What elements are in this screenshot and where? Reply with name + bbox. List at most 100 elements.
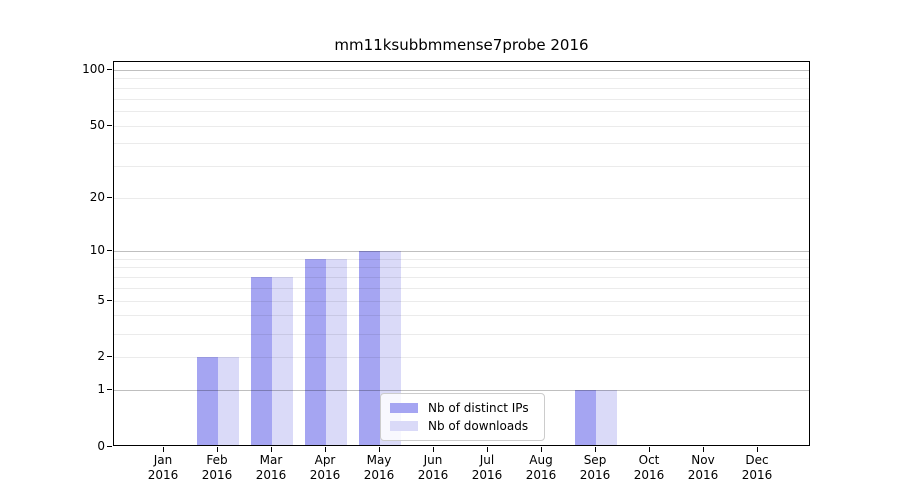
x-tick-mark-sep	[595, 447, 596, 452]
x-tick-month: Jun	[423, 453, 443, 467]
chart-title: mm11ksubbmmense7probe 2016	[334, 36, 589, 54]
x-tick-year: 2016	[687, 468, 719, 482]
legend-item-distinct-ips: Nb of distinct IPs	[390, 401, 535, 415]
x-tick-label-oct: Oct 2016	[617, 453, 681, 483]
gridline-major-10	[114, 250, 809, 252]
legend-swatch-downloads	[390, 421, 418, 431]
x-tick-year: 2016	[363, 468, 395, 482]
y-tick-label-10: 10	[89, 242, 105, 257]
plot-area	[113, 61, 810, 446]
x-tick-label-jan: Jan 2016	[131, 453, 195, 483]
x-tick-mark-jul	[487, 447, 488, 452]
legend-item-downloads: Nb of downloads	[390, 419, 535, 433]
bar-downloads-sep	[596, 390, 617, 445]
x-tick-month: Mar	[259, 453, 283, 467]
gridline-minor-5	[114, 300, 809, 302]
gridline-minor-6	[114, 287, 809, 289]
x-tick-mark-feb	[217, 447, 218, 452]
x-tick-month: Aug	[529, 453, 553, 467]
x-tick-label-feb: Feb 2016	[185, 453, 249, 483]
x-tick-mark-mar	[271, 447, 272, 452]
bar-distinct-ips-may	[359, 250, 380, 445]
x-tick-mark-apr	[325, 447, 326, 452]
x-tick-mark-aug	[541, 447, 542, 452]
x-tick-year: 2016	[633, 468, 665, 482]
x-tick-year: 2016	[255, 468, 287, 482]
x-tick-label-mar: Mar 2016	[239, 453, 303, 483]
bar-distinct-ips-mar	[251, 277, 272, 445]
x-tick-month: Feb	[206, 453, 228, 467]
x-tick-month: Jan	[153, 453, 173, 467]
gridline-minor-7	[114, 277, 809, 278]
legend: Nb of distinct IPs Nb of downloads	[380, 393, 545, 441]
x-tick-label-aug: Aug 2016	[509, 453, 573, 483]
y-tick-mark-5	[107, 299, 112, 301]
y-tick-label-0: 0	[97, 439, 105, 453]
x-tick-mark-oct	[649, 447, 650, 452]
x-tick-month: Oct	[638, 453, 660, 467]
x-tick-year: 2016	[417, 468, 449, 482]
y-tick-label-50: 50	[89, 117, 105, 132]
x-tick-year: 2016	[201, 468, 233, 482]
y-tick-mark-100	[107, 68, 112, 70]
x-tick-year: 2016	[741, 468, 773, 482]
x-tick-label-nov: Nov 2016	[671, 453, 735, 483]
x-tick-month: Jul	[479, 453, 495, 467]
gridline-minor-60	[114, 110, 809, 112]
x-tick-label-may: May 2016	[347, 453, 411, 483]
x-tick-label-jul: Jul 2016	[455, 453, 519, 483]
gridline-minor-4	[114, 315, 809, 317]
x-tick-year: 2016	[147, 468, 179, 482]
legend-label-downloads: Nb of downloads	[428, 419, 529, 433]
legend-label-distinct-ips: Nb of distinct IPs	[428, 401, 529, 415]
x-tick-label-apr: Apr 2016	[293, 453, 357, 483]
y-axis: 0 1 2 5 10 20 50 100	[0, 61, 105, 452]
legend-swatch-distinct-ips	[390, 403, 418, 413]
y-tick-mark-1	[107, 389, 112, 391]
gridline-minor-80	[114, 87, 809, 89]
y-tick-mark-2	[107, 356, 112, 358]
x-tick-mark-jan	[163, 447, 164, 452]
x-tick-mark-may	[379, 447, 380, 452]
x-tick-month: May	[366, 453, 392, 467]
gridline-major-100	[114, 69, 809, 71]
x-tick-month: Apr	[314, 453, 336, 467]
gridline-minor-3	[114, 333, 809, 335]
y-tick-mark-0	[107, 446, 112, 447]
y-tick-label-20: 20	[89, 190, 105, 205]
gridline-minor-50	[114, 125, 809, 127]
bar-downloads-mar	[272, 277, 293, 445]
x-tick-year: 2016	[579, 468, 611, 482]
x-tick-year: 2016	[525, 468, 557, 482]
bar-distinct-ips-apr	[305, 258, 326, 445]
x-tick-label-sep: Sep 2016	[563, 453, 627, 483]
x-tick-label-jun: Jun 2016	[401, 453, 465, 483]
x-tick-label-dec: Dec 2016	[725, 453, 789, 483]
y-tick-label-100: 100	[82, 61, 105, 76]
gridline-minor-8	[114, 267, 809, 269]
x-tick-month: Dec	[745, 453, 769, 467]
gridline-minor-9	[114, 258, 809, 260]
x-axis: Jan 2016 Feb 2016 Mar 2016 Apr 2016 May 2016 Jun 20…	[113, 453, 810, 493]
x-tick-mark-jun	[433, 447, 434, 452]
gridline-minor-30	[114, 166, 809, 168]
bar-distinct-ips-feb	[197, 357, 218, 445]
gridline-minor-90	[114, 78, 809, 80]
y-tick-mark-50	[107, 124, 112, 126]
x-tick-month: Sep	[583, 453, 607, 467]
y-tick-label-2: 2	[97, 349, 105, 364]
y-tick-mark-20	[107, 197, 112, 199]
y-tick-label-1: 1	[97, 382, 105, 397]
bar-downloads-feb	[218, 357, 239, 445]
y-tick-mark-10	[107, 249, 112, 251]
gridline-minor-70	[114, 98, 809, 100]
gridline-minor-40	[114, 143, 809, 145]
x-tick-year: 2016	[471, 468, 503, 482]
y-tick-label-5: 5	[97, 292, 105, 307]
bar-distinct-ips-sep	[575, 390, 596, 445]
x-tick-year: 2016	[309, 468, 341, 482]
x-tick-month: Nov	[691, 453, 715, 467]
bar-downloads-apr	[326, 258, 347, 445]
x-tick-mark-nov	[703, 447, 704, 452]
